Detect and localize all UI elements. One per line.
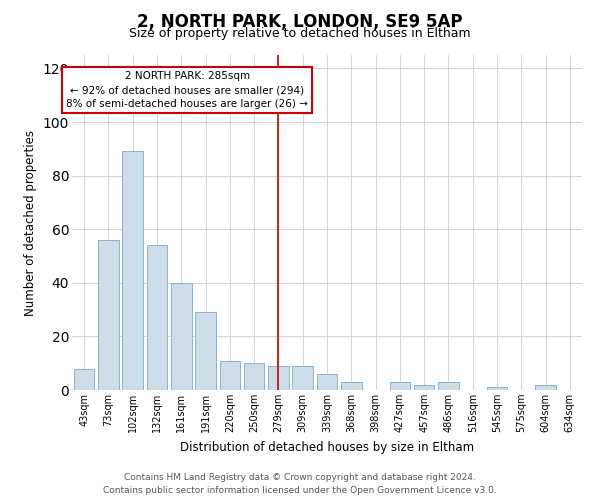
- Y-axis label: Number of detached properties: Number of detached properties: [24, 130, 37, 316]
- Bar: [122, 152, 143, 390]
- Bar: [535, 384, 556, 390]
- Bar: [220, 360, 240, 390]
- Text: Size of property relative to detached houses in Eltham: Size of property relative to detached ho…: [129, 28, 471, 40]
- Bar: [317, 374, 337, 390]
- Bar: [74, 368, 94, 390]
- Bar: [414, 384, 434, 390]
- Text: 2, NORTH PARK, LONDON, SE9 5AP: 2, NORTH PARK, LONDON, SE9 5AP: [137, 12, 463, 30]
- Bar: [171, 283, 191, 390]
- Text: Contains HM Land Registry data © Crown copyright and database right 2024.
Contai: Contains HM Land Registry data © Crown c…: [103, 474, 497, 495]
- Bar: [438, 382, 459, 390]
- X-axis label: Distribution of detached houses by size in Eltham: Distribution of detached houses by size …: [180, 440, 474, 454]
- Bar: [98, 240, 119, 390]
- Bar: [487, 388, 508, 390]
- Bar: [195, 312, 216, 390]
- Bar: [341, 382, 362, 390]
- Bar: [268, 366, 289, 390]
- Bar: [292, 366, 313, 390]
- Bar: [244, 363, 265, 390]
- Bar: [389, 382, 410, 390]
- Text: 2 NORTH PARK: 285sqm
← 92% of detached houses are smaller (294)
8% of semi-detac: 2 NORTH PARK: 285sqm ← 92% of detached h…: [67, 71, 308, 109]
- Bar: [146, 246, 167, 390]
